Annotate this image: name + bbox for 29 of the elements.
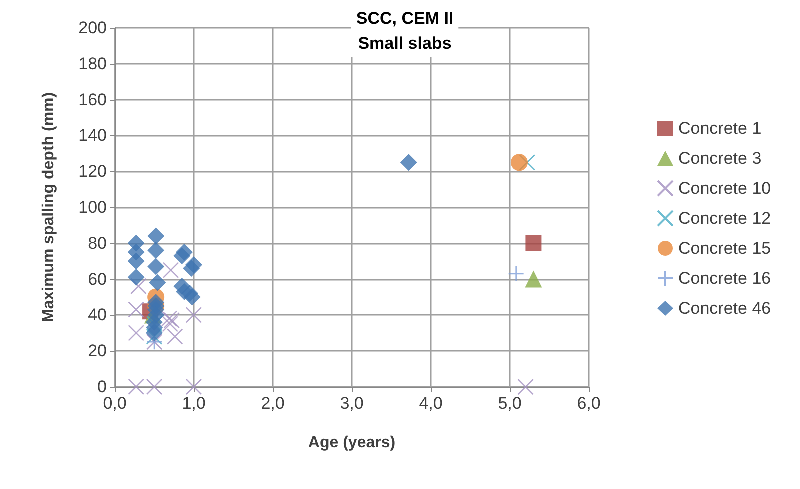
x-axis-title: Age (years) (308, 434, 396, 452)
chart-subtitle: Small slabs (358, 34, 452, 53)
y-tick-label: 200 (78, 18, 107, 38)
legend-label: Concrete 1 (678, 119, 762, 138)
y-tick-label: 40 (88, 306, 107, 325)
legend-label: Concrete 3 (678, 149, 762, 168)
x-tick-label: 3,0 (340, 394, 364, 413)
legend-label: Concrete 16 (678, 269, 772, 288)
y-tick-label: 180 (78, 54, 107, 74)
x-tick-label: 0,0 (103, 394, 127, 413)
y-tick-label: 80 (88, 234, 107, 253)
y-tick-label: 160 (78, 90, 107, 110)
legend-label: Concrete 46 (678, 299, 772, 318)
y-tick-label: 60 (88, 270, 107, 289)
y-axis-title: Maximum spalling depth (mm) (40, 92, 58, 323)
x-tick-label: 6,0 (577, 394, 601, 413)
x-tick-label: 4,0 (419, 394, 443, 413)
x-tick-label: 2,0 (261, 394, 285, 413)
legend-label: Concrete 10 (678, 179, 772, 198)
y-tick-label: 100 (78, 198, 107, 217)
y-tick-label: 120 (78, 162, 107, 182)
x-tick-label: 1,0 (182, 394, 206, 413)
x-tick-label: 5,0 (498, 394, 522, 413)
chart-title: SCC, CEM II (356, 9, 454, 28)
y-tick-label: 0 (98, 378, 107, 396)
legend-label: Concrete 15 (678, 239, 772, 258)
y-tick-label: 140 (78, 126, 107, 146)
legend-label: Concrete 12 (678, 209, 772, 228)
y-tick-label: 20 (88, 342, 107, 361)
